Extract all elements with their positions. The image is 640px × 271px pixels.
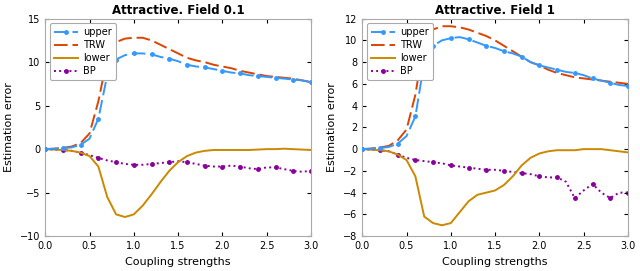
Title: Attractive. Field 0.1: Attractive. Field 0.1 bbox=[112, 4, 244, 17]
X-axis label: Coupling strengths: Coupling strengths bbox=[125, 257, 231, 267]
Legend: upper, TRW, lower, BP: upper, TRW, lower, BP bbox=[367, 24, 433, 80]
Y-axis label: Estimation error: Estimation error bbox=[328, 82, 337, 172]
X-axis label: Coupling strengths: Coupling strengths bbox=[442, 257, 548, 267]
Title: Attractive. Field 1: Attractive. Field 1 bbox=[435, 4, 555, 17]
Y-axis label: Estimation error: Estimation error bbox=[4, 82, 15, 172]
Legend: upper, TRW, lower, BP: upper, TRW, lower, BP bbox=[50, 24, 116, 80]
